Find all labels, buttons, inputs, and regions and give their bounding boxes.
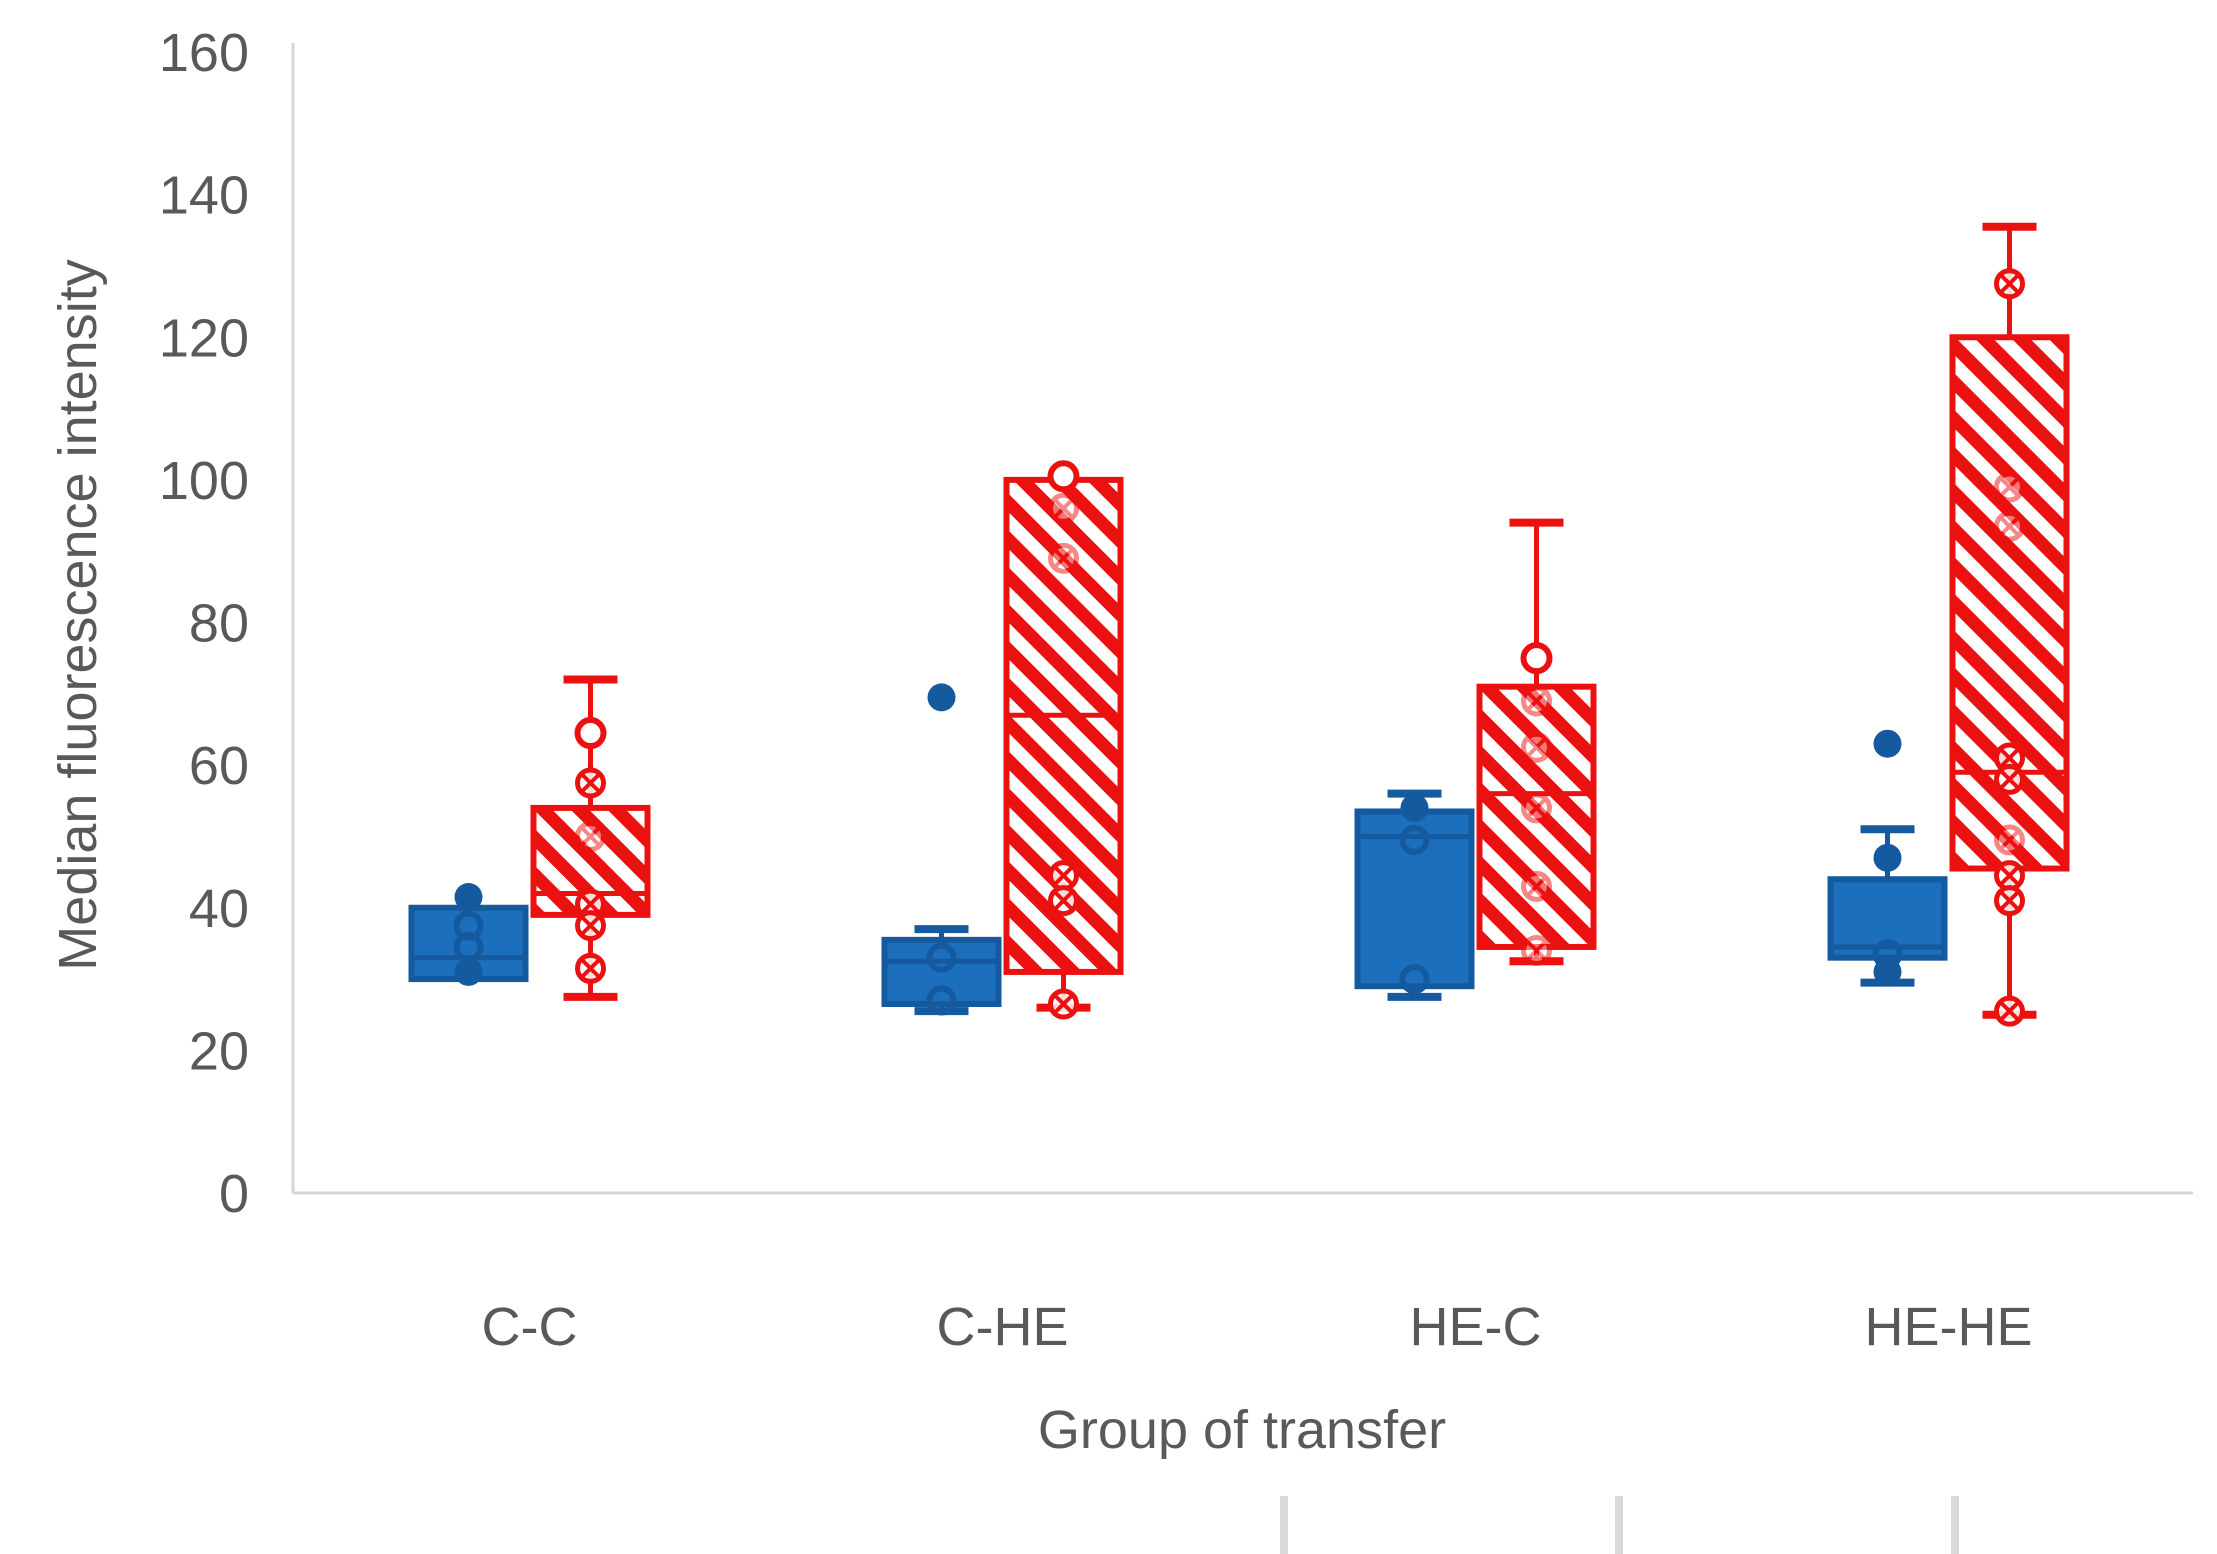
data-point — [926, 985, 957, 1016]
partial-tick-mark — [1280, 1496, 1288, 1554]
data-point — [1994, 471, 2025, 503]
blue-box-group — [1354, 789, 1475, 1001]
data-point — [1873, 729, 1902, 758]
data-point — [1994, 268, 2025, 300]
y-tick-label: 120 — [159, 308, 249, 368]
data-point — [1521, 731, 1552, 763]
y-tick-label: 100 — [159, 451, 249, 511]
data-point — [454, 957, 483, 986]
data-point — [1400, 793, 1429, 822]
data-point — [926, 942, 957, 973]
blue-box-group — [408, 883, 529, 986]
red-box-group — [1003, 460, 1124, 1020]
blue-box-group — [1827, 729, 1948, 987]
x-category-label: C-HE — [937, 1297, 1069, 1357]
data-point — [1521, 870, 1552, 902]
data-point — [1521, 685, 1552, 717]
data-point — [1994, 510, 2025, 542]
x-axis-title: Group of transfer — [1037, 1400, 1447, 1460]
data-point — [1994, 885, 2025, 917]
data-point — [574, 717, 607, 750]
y-tick-label: 80 — [189, 594, 249, 654]
partial-tick-mark — [1615, 1496, 1623, 1554]
y-tick-label: 20 — [189, 1021, 249, 1081]
data-point — [454, 883, 483, 912]
partial-tick-mark — [1951, 1496, 1959, 1554]
x-category-label: C-C — [482, 1297, 578, 1357]
red-box-group — [530, 675, 651, 1001]
y-tick-label: 0 — [219, 1164, 249, 1224]
data-point — [1994, 995, 2025, 1027]
data-point — [575, 767, 606, 799]
red-box-group — [1476, 518, 1597, 967]
x-category-label: HE-HE — [1864, 1297, 2032, 1357]
data-point — [575, 820, 606, 852]
data-point — [1399, 964, 1430, 995]
data-point — [1048, 492, 1079, 524]
x-category-label: HE-C — [1410, 1297, 1542, 1357]
red-box-group — [1949, 222, 2070, 1027]
box-iqr — [1354, 808, 1475, 990]
data-point — [1520, 642, 1553, 675]
data-point — [1048, 885, 1079, 917]
y-tick-label: 140 — [159, 166, 249, 226]
data-point — [1994, 763, 2025, 795]
y-axis-title: Median fluorescence intensity — [48, 259, 108, 971]
data-point — [1047, 460, 1080, 493]
blue-box-group — [881, 683, 1002, 1016]
y-tick-label: 40 — [189, 879, 249, 939]
data-point — [1521, 792, 1552, 824]
y-tick-label: 60 — [189, 736, 249, 796]
data-point — [1994, 860, 2025, 892]
y-tick-label: 160 — [159, 23, 249, 83]
data-point — [575, 910, 606, 942]
data-point — [1399, 825, 1430, 856]
data-point — [1048, 988, 1079, 1020]
data-point — [1521, 935, 1552, 967]
data-point — [927, 683, 956, 712]
data-point — [1048, 860, 1079, 892]
data-point — [1873, 843, 1902, 872]
data-point — [575, 952, 606, 984]
data-point — [1048, 542, 1079, 574]
data-point — [1994, 824, 2025, 856]
data-point — [1873, 957, 1902, 986]
